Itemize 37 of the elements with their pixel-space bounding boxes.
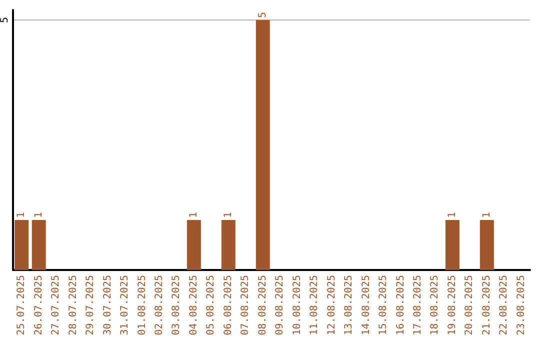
- x-tick-label: 20.08.2025: [464, 275, 476, 336]
- x-tick-label: 10.08.2025: [292, 275, 303, 336]
- x-tick-label: 03.08.2025: [171, 275, 182, 336]
- x-tick-label: 06.08.2025: [222, 275, 234, 336]
- x-tick-label: 17.08.2025: [412, 275, 424, 336]
- data-label: 1: [222, 212, 234, 218]
- x-tick-label: 14.08.2025: [360, 275, 372, 336]
- x-tick-label: 18.08.2025: [430, 275, 441, 336]
- x-tick-label: 12.08.2025: [326, 275, 338, 336]
- x-tick-label: 15.08.2025: [378, 275, 390, 336]
- x-tick-label: 04.08.2025: [188, 275, 200, 336]
- x-tick-label: 05.08.2025: [206, 275, 217, 336]
- x-tick-label: 22.08.2025: [498, 275, 510, 336]
- x-tick-label: 13.08.2025: [344, 275, 355, 336]
- x-tick-label: 23.08.2025: [516, 275, 527, 336]
- x-tick-label: 28.07.2025: [68, 275, 79, 336]
- data-label: 1: [16, 212, 28, 218]
- x-tick-label: 29.07.2025: [85, 275, 96, 336]
- x-tick-label: 19.08.2025: [446, 275, 458, 336]
- data-label: 1: [481, 212, 492, 218]
- x-tick-label: 31.07.2025: [120, 275, 131, 336]
- x-tick-label: 25.07.2025: [16, 275, 28, 336]
- x-tick-label: 07.08.2025: [240, 275, 252, 336]
- x-tick-label: 02.08.2025: [154, 275, 165, 336]
- x-tick-label: 30.07.2025: [102, 275, 114, 336]
- x-tick-label: 26.07.2025: [33, 275, 44, 336]
- x-tick-label: 01.08.2025: [136, 275, 148, 336]
- data-label: 1: [446, 212, 458, 218]
- x-tick-label: 27.07.2025: [50, 275, 62, 336]
- x-tick-label: 09.08.2025: [274, 275, 286, 336]
- data-label: 1: [188, 212, 200, 218]
- data-label: 5: [257, 12, 268, 18]
- x-tick-label: 11.08.2025: [309, 275, 320, 336]
- x-tick-label: 16.08.2025: [395, 275, 406, 336]
- x-tick-label: 21.08.2025: [481, 275, 492, 336]
- x-tick-label: 08.08.2025: [257, 275, 268, 336]
- data-label: 1: [33, 212, 44, 218]
